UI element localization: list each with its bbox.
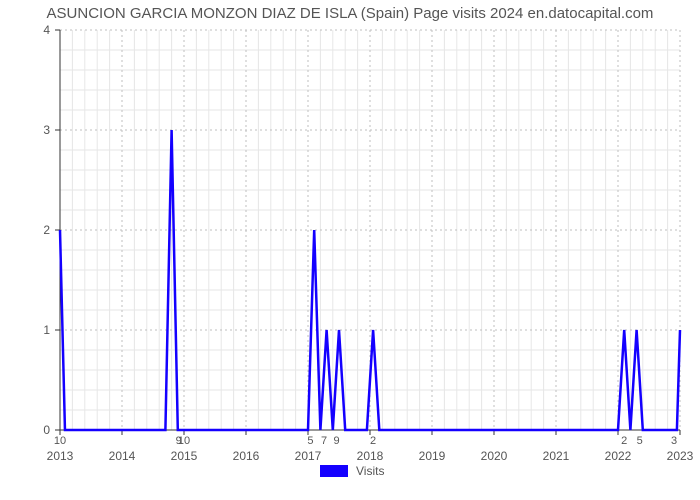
x-tick-label: 2022 — [605, 449, 632, 463]
x-tick-label: 2013 — [47, 449, 74, 463]
y-axis-ticks: 0 1 2 3 4 — [43, 23, 60, 437]
x-tick-label: 2023 — [667, 449, 694, 463]
x-tick-label: 2018 — [357, 449, 384, 463]
legend-swatch — [320, 465, 348, 477]
value-label: 3 — [671, 435, 677, 447]
y-tick-label: 1 — [43, 323, 50, 337]
value-label: 7 — [321, 435, 327, 447]
legend-label: Visits — [356, 464, 384, 478]
x-tick-label: 2015 — [171, 449, 198, 463]
value-label: 10 — [178, 435, 190, 447]
x-tick-label: 2020 — [481, 449, 508, 463]
chart-title: ASUNCION GARCIA MONZON DIAZ DE ISLA (Spa… — [47, 5, 654, 22]
y-tick-label: 3 — [43, 123, 50, 137]
visits-line-chart: ASUNCION GARCIA MONZON DIAZ DE ISLA (Spa… — [0, 0, 700, 500]
value-label: 10 — [54, 435, 66, 447]
value-label: 2 — [621, 435, 627, 447]
y-tick-label: 2 — [43, 223, 50, 237]
value-label: 2 — [370, 435, 376, 447]
x-tick-label: 2014 — [109, 449, 136, 463]
point-labels: 109105792253 — [54, 435, 677, 447]
legend: Visits — [320, 464, 384, 478]
x-tick-label: 2016 — [233, 449, 260, 463]
y-tick-label: 0 — [43, 423, 50, 437]
y-tick-label: 4 — [43, 23, 50, 37]
x-tick-label: 2017 — [295, 449, 322, 463]
value-label: 9 — [333, 435, 339, 447]
x-tick-label: 2019 — [419, 449, 446, 463]
value-label: 5 — [307, 435, 313, 447]
x-tick-label: 2021 — [543, 449, 570, 463]
value-label: 5 — [637, 435, 643, 447]
